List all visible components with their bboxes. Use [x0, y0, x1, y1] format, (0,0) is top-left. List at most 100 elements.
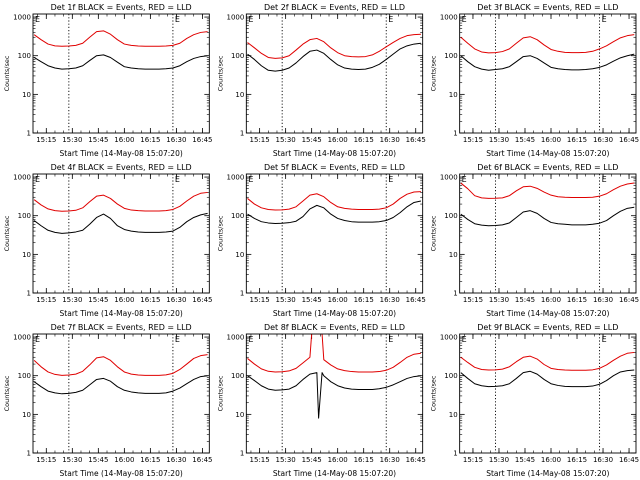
x-tick-label: 15:15 — [250, 296, 270, 304]
y-tick-label: 10 — [449, 91, 458, 99]
y-axis-label: Counts/sec — [430, 215, 438, 251]
x-tick-label: 15:45 — [88, 456, 108, 464]
x-tick-label: 16:30 — [380, 456, 400, 464]
series-line-events — [247, 200, 422, 224]
y-tick-label: 1 — [27, 130, 31, 138]
x-tick-label: 15:30 — [276, 456, 296, 464]
series-line-lld — [460, 351, 635, 371]
x-axis-label: Start Time (14-May-08 15:07:20) — [273, 149, 396, 158]
x-tick-label: 15:30 — [489, 136, 509, 144]
x-tick-label: 16:15 — [354, 136, 374, 144]
series-line-events — [460, 53, 635, 71]
x-axis-label: Start Time (14-May-08 15:07:20) — [486, 149, 609, 158]
panel-det-8f: Det 8f BLACK = Events, RED = LLD Counts/s… — [216, 323, 425, 478]
corner-letter-left: E — [35, 175, 40, 184]
x-tick-label: 16:15 — [567, 456, 587, 464]
plot-frame — [32, 13, 210, 134]
x-tick-label: 15:30 — [489, 456, 509, 464]
y-tick-label: 10 — [22, 411, 31, 419]
x-tick-label: 16:15 — [567, 296, 587, 304]
panel-det-1f: Det 1f BLACK = Events, RED = LLD Counts/s… — [3, 3, 212, 158]
x-tick-label: 16:15 — [567, 136, 587, 144]
panel-det-3f: Det 3f BLACK = Events, RED = LLD Counts/s… — [430, 3, 639, 158]
x-tick-label: 15:30 — [276, 296, 296, 304]
y-tick-label: 10 — [449, 251, 458, 259]
x-tick-label: 16:00 — [114, 296, 134, 304]
x-tick-label: 15:15 — [250, 136, 270, 144]
x-tick-label: 15:15 — [463, 136, 483, 144]
corner-letter-left: E — [462, 175, 467, 184]
corner-letter-left: E — [35, 15, 40, 24]
x-tick-label: 16:45 — [192, 456, 212, 464]
y-axis-label: Counts/sec — [216, 375, 224, 411]
y-tick-label: 10 — [22, 91, 31, 99]
x-tick-label: 15:45 — [302, 136, 322, 144]
panel-title: Det 1f BLACK = Events, RED = LLD — [51, 3, 192, 12]
plot-frame — [32, 333, 210, 454]
x-tick-label: 16:30 — [593, 296, 613, 304]
y-axis-label: Counts/sec — [3, 55, 11, 91]
corner-letter-left: E — [462, 335, 467, 344]
series-line-lld — [460, 182, 635, 199]
plot-frame — [459, 13, 637, 134]
plot-frame — [245, 13, 424, 134]
x-axis-label: Start Time (14-May-08 15:07:20) — [486, 309, 609, 318]
y-tick-label: 1000 — [440, 334, 458, 342]
y-tick-label: 1 — [240, 290, 244, 298]
y-tick-label: 1 — [453, 450, 457, 458]
x-tick-label: 15:45 — [515, 296, 535, 304]
x-tick-label: 16:45 — [406, 456, 426, 464]
y-tick-label: 10 — [235, 251, 244, 259]
y-tick-label: 1000 — [227, 174, 245, 182]
panel-title: Det 4f BLACK = Events, RED = LLD — [51, 163, 192, 172]
x-tick-label: 16:15 — [354, 456, 374, 464]
x-tick-label: 15:15 — [463, 296, 483, 304]
x-tick-label: 16:30 — [166, 456, 186, 464]
x-tick-label: 16:00 — [541, 296, 561, 304]
y-tick-label: 1000 — [227, 14, 245, 22]
series-line-events — [33, 54, 208, 70]
corner-letter-right: E — [388, 15, 393, 24]
x-tick-label: 16:45 — [619, 136, 639, 144]
x-tick-label: 16:00 — [114, 456, 134, 464]
y-tick-label: 1000 — [227, 334, 245, 342]
x-tick-label: 16:15 — [140, 296, 160, 304]
y-axis-label: Counts/sec — [216, 55, 224, 91]
x-tick-label: 16:00 — [114, 136, 134, 144]
x-tick-label: 16:00 — [541, 136, 561, 144]
series-line-lld — [247, 191, 421, 211]
x-tick-label: 15:15 — [36, 456, 56, 464]
y-tick-label: 100 — [231, 372, 244, 380]
y-tick-label: 100 — [18, 52, 31, 60]
x-tick-label: 16:30 — [166, 136, 186, 144]
y-tick-label: 1000 — [13, 14, 31, 22]
y-tick-label: 1000 — [13, 174, 31, 182]
x-tick-label: 15:15 — [36, 136, 56, 144]
x-tick-label: 15:30 — [276, 136, 296, 144]
y-tick-label: 10 — [235, 411, 244, 419]
x-tick-label: 16:00 — [328, 296, 348, 304]
panel-det-2f: Det 2f BLACK = Events, RED = LLD Counts/s… — [216, 3, 425, 158]
y-tick-label: 1000 — [440, 174, 458, 182]
x-tick-label: 15:45 — [515, 136, 535, 144]
x-tick-label: 15:15 — [463, 456, 483, 464]
corner-letter-left: E — [248, 175, 253, 184]
y-tick-label: 1 — [453, 130, 457, 138]
x-tick-label: 15:45 — [515, 456, 535, 464]
y-tick-label: 100 — [444, 372, 457, 380]
corner-letter-right: E — [602, 335, 607, 344]
x-tick-label: 16:45 — [192, 136, 212, 144]
y-tick-label: 1000 — [13, 334, 31, 342]
x-tick-label: 16:30 — [593, 136, 613, 144]
corner-letter-left: E — [35, 335, 40, 344]
y-tick-label: 10 — [449, 411, 458, 419]
y-tick-label: 100 — [444, 52, 457, 60]
series-line-events — [460, 369, 635, 388]
panel-title: Det 6f BLACK = Events, RED = LLD — [477, 163, 618, 172]
plot-frame — [459, 333, 637, 454]
x-axis-label: Start Time (14-May-08 15:07:20) — [60, 309, 183, 318]
x-tick-label: 16:00 — [328, 456, 348, 464]
y-tick-label: 100 — [231, 52, 244, 60]
x-tick-label: 16:15 — [354, 296, 374, 304]
